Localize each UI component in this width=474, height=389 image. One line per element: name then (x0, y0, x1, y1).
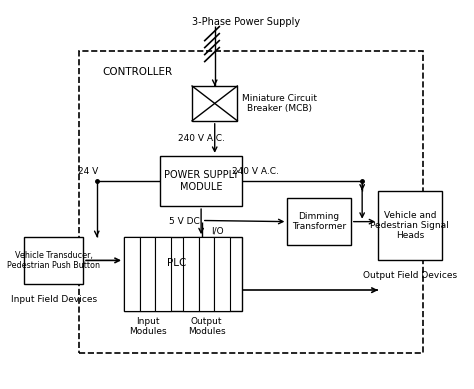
Text: 240 V A.C.: 240 V A.C. (232, 167, 279, 176)
Text: POWER SUPPLY
MODULE: POWER SUPPLY MODULE (164, 170, 238, 192)
Bar (155, 237, 171, 311)
Bar (199, 237, 214, 311)
Bar (124, 237, 140, 311)
Bar (79, 51, 423, 354)
Text: Output Field Devices: Output Field Devices (363, 272, 457, 280)
Text: Output
Modules: Output Modules (188, 317, 225, 336)
Bar (24, 237, 83, 284)
Text: 5 V DC: 5 V DC (169, 217, 200, 226)
Bar (287, 198, 351, 245)
Bar (140, 237, 155, 311)
Bar (192, 86, 237, 121)
Bar (214, 237, 230, 311)
Text: 3-Phase Power Supply: 3-Phase Power Supply (192, 17, 301, 27)
Bar (183, 237, 199, 311)
Text: Miniature Circuit
Breaker (MCB): Miniature Circuit Breaker (MCB) (242, 94, 317, 113)
Bar (124, 237, 242, 311)
Bar (378, 191, 442, 260)
Text: Vehicle Transducer,
Pedestrian Push Button: Vehicle Transducer, Pedestrian Push Butt… (7, 251, 100, 270)
Text: CONTROLLER: CONTROLLER (102, 67, 173, 77)
Text: I/O: I/O (211, 227, 224, 236)
Text: Input Field Devices: Input Field Devices (10, 294, 97, 304)
Text: PLC: PLC (167, 258, 187, 268)
Bar (160, 156, 242, 206)
Text: 240 V A.C.: 240 V A.C. (178, 134, 225, 143)
Text: Vehicle and
Pedestrian Signal
Heads: Vehicle and Pedestrian Signal Heads (370, 210, 449, 240)
Text: Dimming
Transformer: Dimming Transformer (292, 212, 346, 231)
Text: 24 V: 24 V (78, 167, 98, 176)
Text: Input
Modules: Input Modules (129, 317, 166, 336)
